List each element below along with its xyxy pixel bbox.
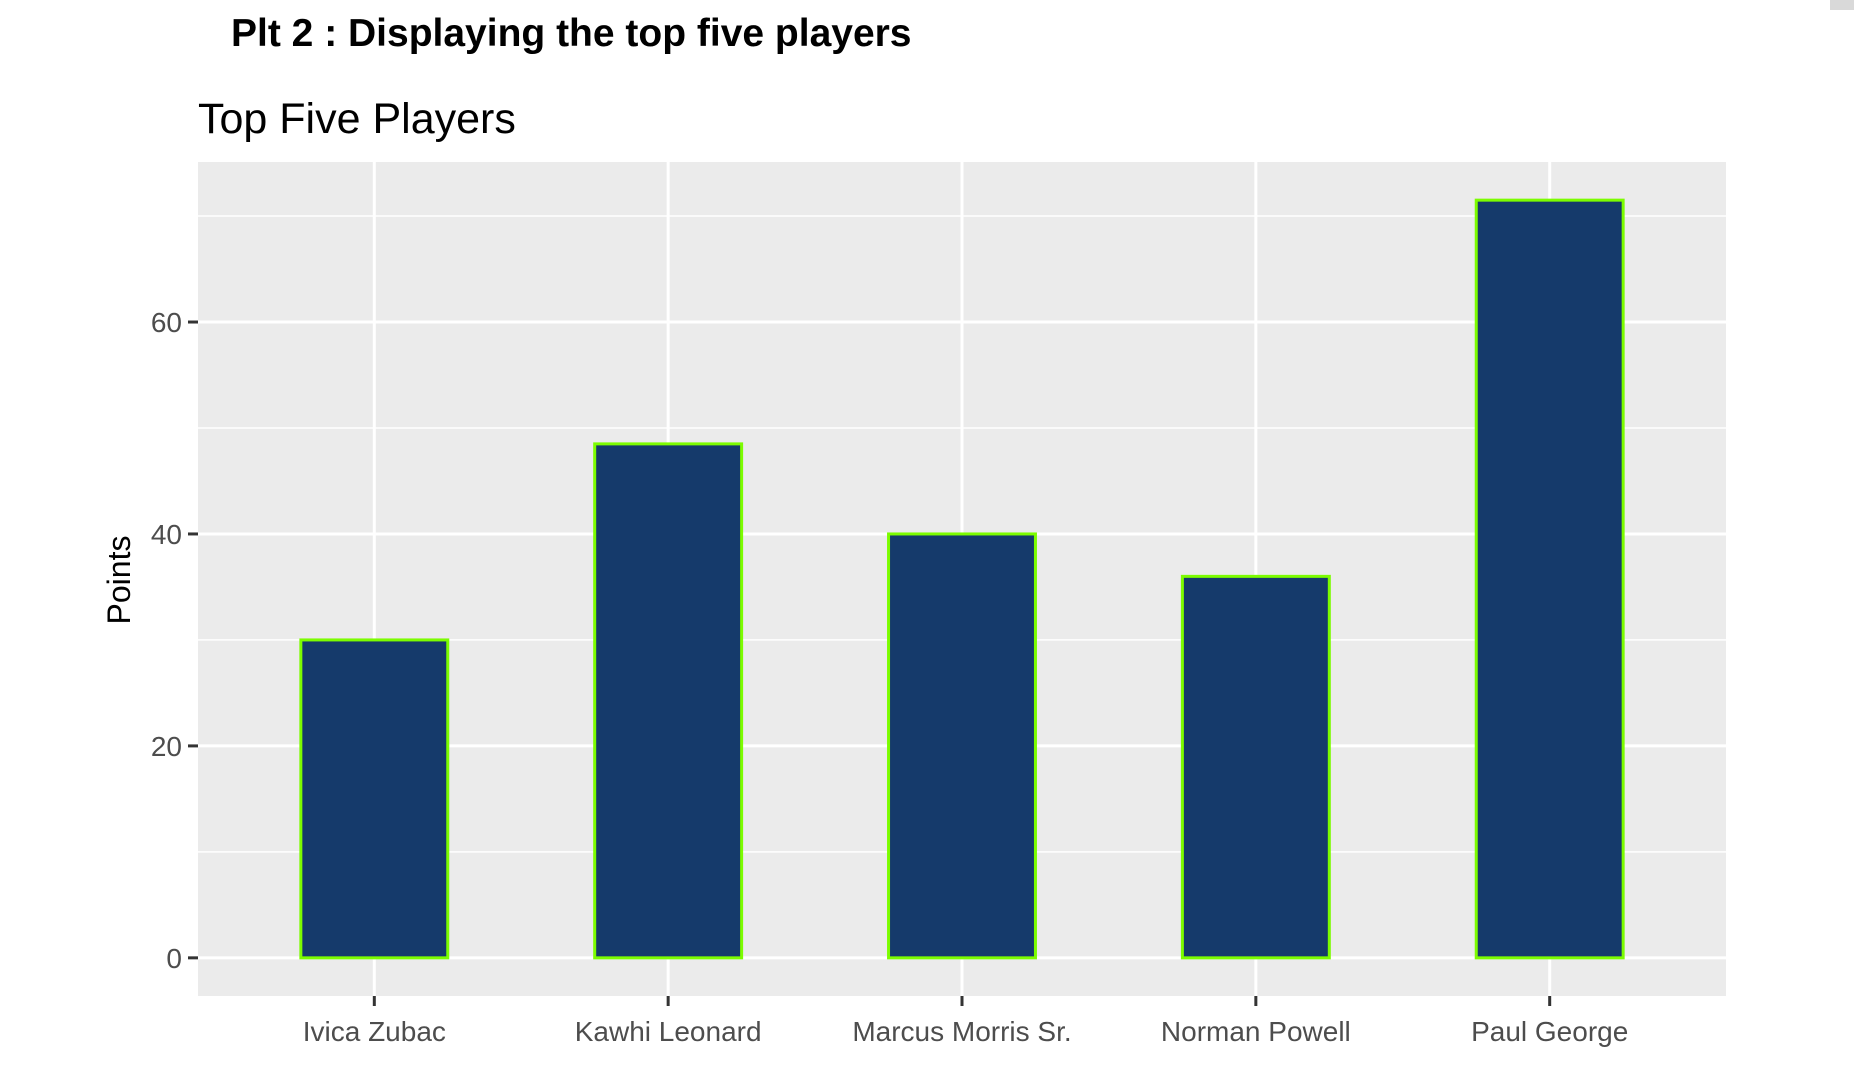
x-tick-label: Paul George (1471, 1016, 1628, 1047)
bar-paul-george (1474, 198, 1625, 960)
bars (299, 198, 1625, 960)
x-tick-label: Norman Powell (1161, 1016, 1351, 1047)
x-tick-label: Kawhi Leonard (575, 1016, 762, 1047)
bar-kawhi-leonard (593, 442, 744, 960)
y-tick-label: 20 (151, 731, 182, 762)
y-tick-label: 0 (166, 943, 182, 974)
y-axis: 0 20 40 60 (151, 307, 198, 974)
x-tick-label: Marcus Morris Sr. (852, 1016, 1071, 1047)
x-axis: Ivica Zubac Kawhi Leonard Marcus Morris Sr… (303, 996, 1628, 1047)
y-tick-label: 60 (151, 307, 182, 338)
y-axis-title: Points (101, 536, 137, 625)
bar-norman-powell (1180, 574, 1331, 960)
page-heading: Plt 2 : Displaying the top five players (231, 12, 912, 55)
y-tick-label: 40 (151, 519, 182, 550)
chart-title: Top Five Players (198, 95, 516, 143)
x-tick-label: Ivica Zubac (303, 1016, 446, 1047)
bar-marcus-morris-sr (887, 532, 1037, 960)
bar-ivica-zubac (299, 638, 450, 960)
scrollbar-thumb[interactable] (1830, 0, 1854, 10)
